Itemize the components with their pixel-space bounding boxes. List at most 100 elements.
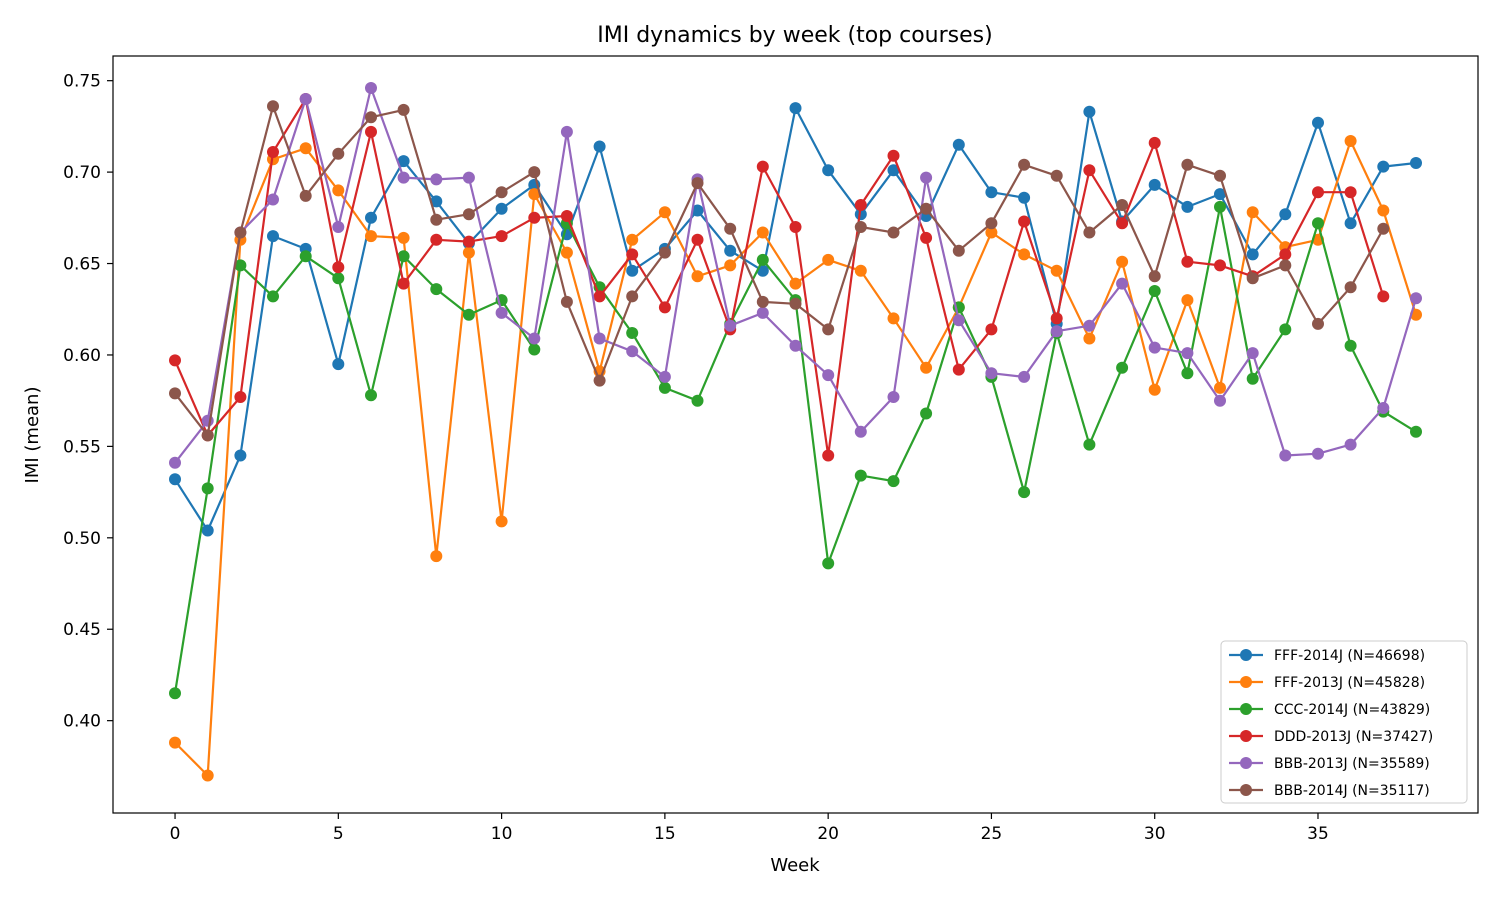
y-axis-label: IMI (mean) xyxy=(22,387,43,484)
data-point xyxy=(1410,292,1422,305)
data-point xyxy=(756,306,769,319)
y-tick-label: 0.40 xyxy=(63,712,101,732)
data-point xyxy=(365,111,377,124)
data-point xyxy=(299,142,312,155)
y-tick-label: 0.65 xyxy=(63,255,101,275)
data-point xyxy=(789,277,802,290)
data-point xyxy=(756,295,769,308)
data-point xyxy=(1214,169,1226,182)
data-point xyxy=(789,339,802,352)
data-point xyxy=(1083,438,1096,451)
data-point xyxy=(626,248,639,261)
data-point xyxy=(560,295,573,308)
data-point xyxy=(658,370,671,383)
data-point xyxy=(1181,255,1194,268)
data-point xyxy=(691,233,704,246)
data-point xyxy=(528,211,541,224)
data-point xyxy=(169,456,181,469)
data-point xyxy=(854,199,867,211)
data-point xyxy=(430,213,443,226)
data-point xyxy=(985,323,998,336)
data-point xyxy=(626,345,639,358)
data-point xyxy=(1181,294,1194,307)
data-point xyxy=(1246,372,1259,385)
data-point xyxy=(528,343,541,356)
chart-title: IMI dynamics by week (top courses) xyxy=(597,23,992,48)
data-point xyxy=(1148,270,1161,283)
data-point xyxy=(920,361,933,374)
data-point xyxy=(365,125,377,138)
data-point xyxy=(169,354,181,367)
data-point xyxy=(1148,285,1161,297)
data-point xyxy=(1116,199,1129,211)
data-point xyxy=(724,259,737,272)
data-point xyxy=(920,231,933,244)
data-point xyxy=(267,100,279,113)
data-point xyxy=(887,226,900,239)
data-point xyxy=(397,277,410,290)
data-point xyxy=(1377,204,1390,217)
x-tick-label: 35 xyxy=(1307,824,1329,844)
data-point xyxy=(267,193,279,206)
axes-frame xyxy=(112,55,1479,814)
data-point xyxy=(365,230,377,243)
data-point xyxy=(985,226,998,239)
data-point xyxy=(495,230,508,243)
data-point xyxy=(495,186,508,199)
data-point xyxy=(430,233,443,246)
legend-item: FFF-2013J (N=45828) xyxy=(1229,675,1425,691)
data-point xyxy=(1083,332,1096,345)
data-point xyxy=(332,358,345,371)
data-point xyxy=(985,367,998,380)
y-tick-label: 0.45 xyxy=(63,620,101,640)
data-point xyxy=(854,221,867,233)
data-point xyxy=(626,327,639,339)
data-point xyxy=(1050,169,1063,182)
data-point xyxy=(1116,361,1129,374)
legend-marker xyxy=(1240,784,1252,796)
data-point xyxy=(1181,347,1194,360)
data-point xyxy=(1050,264,1063,277)
legend-label: BBB-2014J (N=35117) xyxy=(1274,783,1430,799)
legend-marker xyxy=(1240,730,1252,742)
data-point xyxy=(724,319,737,332)
data-point xyxy=(822,323,835,336)
data-point xyxy=(1344,217,1357,230)
data-point xyxy=(593,374,606,387)
legend-label: BBB-2013J (N=35589) xyxy=(1274,756,1430,772)
data-point xyxy=(332,147,345,160)
data-point xyxy=(1312,447,1324,460)
data-point xyxy=(234,391,247,403)
data-point xyxy=(332,221,345,233)
data-point xyxy=(887,475,900,488)
series-6 xyxy=(169,100,1390,442)
legend-item: BBB-2013J (N=35589) xyxy=(1229,756,1430,772)
data-point xyxy=(1344,339,1357,352)
y-tick-label: 0.50 xyxy=(63,529,101,549)
data-point xyxy=(724,244,737,257)
data-point xyxy=(1148,383,1161,396)
series-line xyxy=(173,97,1385,457)
data-point xyxy=(1148,136,1161,149)
data-point xyxy=(1344,438,1357,451)
data-point xyxy=(462,171,475,184)
data-point xyxy=(1050,325,1063,338)
data-point xyxy=(1279,449,1292,462)
legend-box xyxy=(1220,640,1468,804)
data-point xyxy=(1116,255,1129,268)
data-point xyxy=(169,473,181,486)
data-point xyxy=(1214,259,1226,272)
y-tick-label: 0.75 xyxy=(63,72,101,92)
data-point xyxy=(528,166,541,179)
data-point xyxy=(854,208,867,221)
data-point xyxy=(822,253,835,266)
data-point xyxy=(756,253,769,266)
data-point xyxy=(887,312,900,325)
legend-label: FFF-2014J (N=46698) xyxy=(1274,648,1425,664)
data-point xyxy=(234,449,247,462)
data-point xyxy=(1312,317,1324,330)
data-point xyxy=(169,736,181,749)
data-point xyxy=(169,387,181,400)
data-point xyxy=(887,391,900,403)
